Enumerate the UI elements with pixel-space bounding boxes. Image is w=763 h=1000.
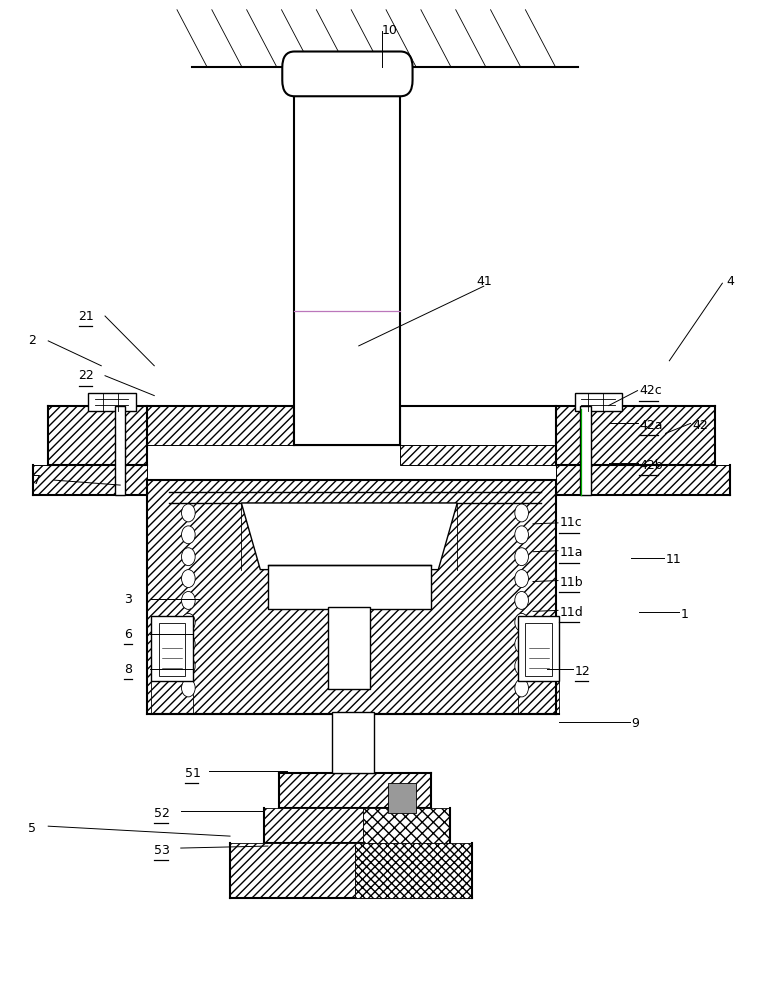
Text: 51: 51 (185, 767, 201, 780)
Polygon shape (241, 503, 457, 570)
Text: 52: 52 (154, 807, 170, 820)
Polygon shape (264, 808, 362, 843)
Polygon shape (401, 406, 715, 465)
Bar (575, 393, 623, 410)
Bar (329, 607, 370, 689)
Circle shape (182, 657, 195, 675)
Text: 11: 11 (665, 553, 681, 566)
Bar (268, 565, 431, 609)
Text: 8: 8 (124, 663, 132, 676)
Bar (388, 783, 417, 813)
Circle shape (182, 548, 195, 566)
Circle shape (515, 679, 529, 697)
Circle shape (182, 504, 195, 522)
Polygon shape (355, 843, 472, 898)
Bar (518, 616, 559, 681)
Bar (115, 406, 125, 495)
Text: 1: 1 (681, 608, 688, 621)
Text: 42: 42 (692, 419, 708, 432)
Bar (526, 623, 552, 676)
Text: 10: 10 (382, 24, 398, 37)
Text: 42b: 42b (639, 459, 662, 472)
Text: 12: 12 (575, 665, 591, 678)
Circle shape (515, 526, 529, 544)
Text: 21: 21 (79, 310, 95, 323)
Polygon shape (279, 773, 431, 808)
Circle shape (515, 548, 529, 566)
Circle shape (182, 635, 195, 653)
Text: 11b: 11b (559, 576, 583, 589)
Circle shape (182, 679, 195, 697)
Bar (580, 406, 591, 495)
Polygon shape (518, 681, 559, 714)
Text: 5: 5 (27, 822, 36, 835)
Circle shape (515, 591, 529, 609)
Bar (89, 393, 136, 410)
Text: 3: 3 (124, 593, 132, 606)
Polygon shape (253, 503, 446, 560)
Text: 42c: 42c (639, 384, 662, 397)
Circle shape (182, 570, 195, 588)
Polygon shape (48, 406, 295, 465)
Text: 7: 7 (33, 474, 41, 487)
Text: 22: 22 (79, 369, 95, 382)
Circle shape (515, 657, 529, 675)
Circle shape (515, 570, 529, 588)
Circle shape (515, 504, 529, 522)
Circle shape (182, 591, 195, 609)
Polygon shape (151, 681, 193, 714)
Bar (159, 623, 185, 676)
Text: 42a: 42a (639, 419, 662, 432)
Text: 11d: 11d (559, 606, 583, 619)
Text: 9: 9 (632, 717, 639, 730)
Polygon shape (33, 465, 146, 495)
Polygon shape (555, 465, 730, 495)
Polygon shape (230, 843, 355, 898)
Bar (295, 72, 401, 445)
Text: 4: 4 (726, 275, 734, 288)
Circle shape (182, 613, 195, 631)
FancyBboxPatch shape (282, 52, 413, 96)
Circle shape (515, 613, 529, 631)
Text: 11c: 11c (559, 516, 582, 529)
Bar (332, 712, 374, 773)
Text: 53: 53 (154, 844, 170, 857)
Circle shape (182, 526, 195, 544)
Polygon shape (146, 480, 555, 714)
Text: 2: 2 (27, 334, 36, 347)
Text: 11a: 11a (559, 546, 583, 559)
Polygon shape (362, 808, 449, 843)
Text: 41: 41 (476, 275, 492, 288)
Bar (151, 616, 193, 681)
Text: 6: 6 (124, 628, 132, 641)
Circle shape (515, 635, 529, 653)
